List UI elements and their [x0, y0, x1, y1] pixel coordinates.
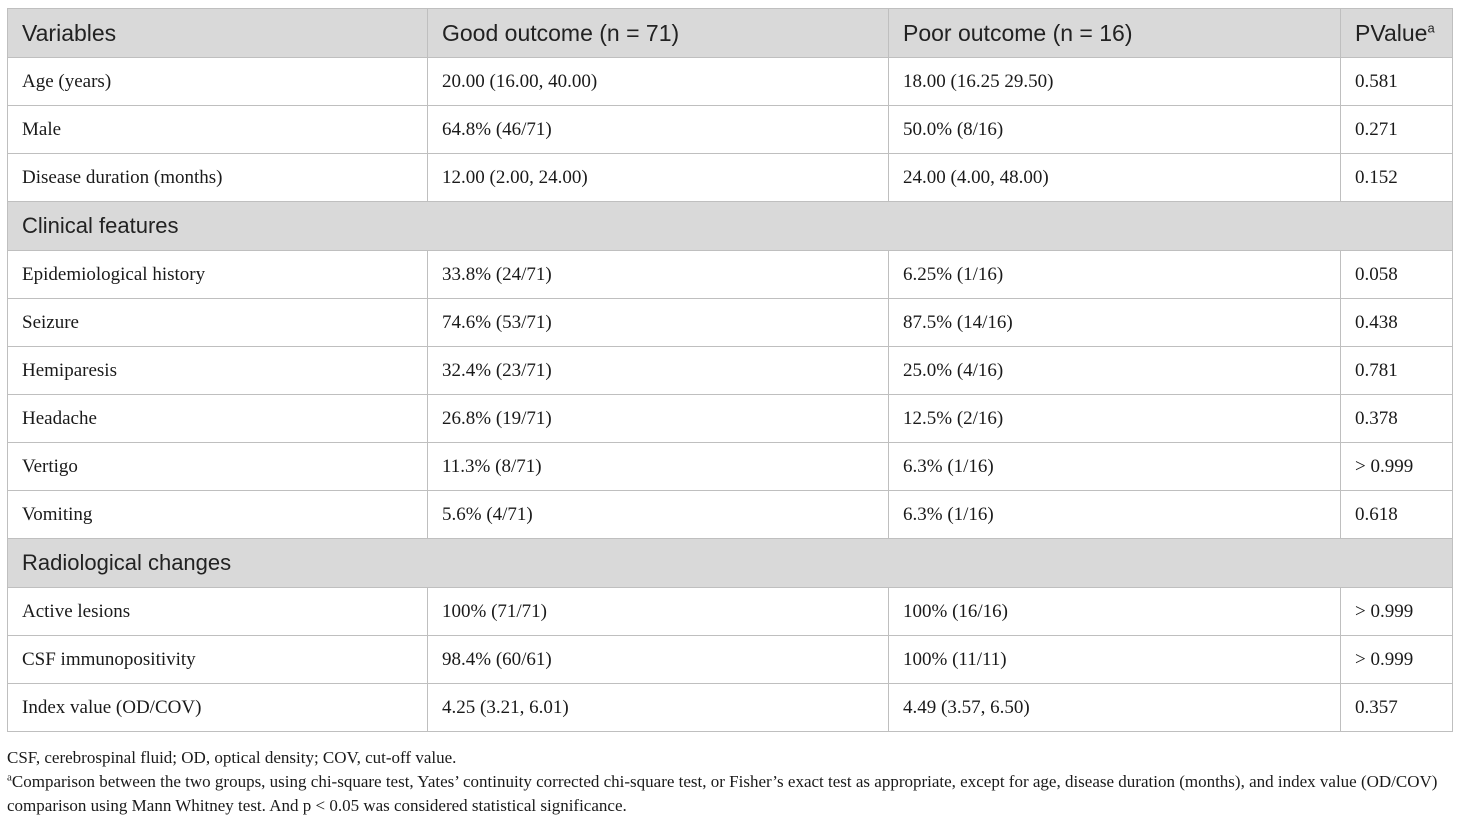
row-pvalue: 0.271 — [1340, 105, 1453, 154]
statistics-note-marker: a — [7, 771, 12, 784]
row-poor-value: 24.00 (4.00, 48.00) — [888, 153, 1341, 202]
row-variable: Seizure — [7, 298, 428, 347]
row-variable: Vertigo — [7, 442, 428, 491]
row-pvalue: 0.781 — [1340, 346, 1453, 395]
row-variable: Hemiparesis — [7, 346, 428, 395]
table-row: Epidemiological history 33.8% (24/71) 6.… — [7, 250, 1453, 299]
results-table: Variables Good outcome (n = 71) Poor out… — [7, 8, 1453, 732]
section-row-radiological: Radiological changes — [7, 538, 1453, 588]
row-good-value: 32.4% (23/71) — [427, 346, 889, 395]
row-variable: Vomiting — [7, 490, 428, 539]
header-pvalue-footnote-marker: a — [1427, 19, 1435, 35]
row-good-value: 11.3% (8/71) — [427, 442, 889, 491]
table-row: Vomiting 5.6% (4/71) 6.3% (1/16) 0.618 — [7, 490, 1453, 539]
table-row: Active lesions 100% (71/71) 100% (16/16)… — [7, 587, 1453, 636]
row-poor-value: 100% (16/16) — [888, 587, 1341, 636]
row-variable: Age (years) — [7, 57, 428, 106]
statistics-note: aComparison between the two groups, usin… — [7, 770, 1453, 818]
row-pvalue: > 0.999 — [1340, 587, 1453, 636]
row-pvalue: 0.058 — [1340, 250, 1453, 299]
row-poor-value: 87.5% (14/16) — [888, 298, 1341, 347]
section-title-radiological: Radiological changes — [7, 538, 1453, 588]
statistics-note-text: Comparison between the two groups, using… — [7, 772, 1438, 815]
row-good-value: 5.6% (4/71) — [427, 490, 889, 539]
row-poor-value: 18.00 (16.25 29.50) — [888, 57, 1341, 106]
header-variables: Variables — [7, 8, 428, 58]
row-poor-value: 12.5% (2/16) — [888, 394, 1341, 443]
row-good-value: 4.25 (3.21, 6.01) — [427, 683, 889, 732]
table-row: Vertigo 11.3% (8/71) 6.3% (1/16) > 0.999 — [7, 442, 1453, 491]
table-row: Seizure 74.6% (53/71) 87.5% (14/16) 0.43… — [7, 298, 1453, 347]
row-variable: Epidemiological history — [7, 250, 428, 299]
row-good-value: 74.6% (53/71) — [427, 298, 889, 347]
row-pvalue: > 0.999 — [1340, 442, 1453, 491]
row-poor-value: 100% (11/11) — [888, 635, 1341, 684]
row-pvalue: 0.152 — [1340, 153, 1453, 202]
section-row-clinical: Clinical features — [7, 201, 1453, 251]
header-poor-outcome: Poor outcome (n = 16) — [888, 8, 1341, 58]
header-pvalue-label: PValue — [1355, 19, 1428, 46]
row-good-value: 100% (71/71) — [427, 587, 889, 636]
header-pvalue: PValuea — [1340, 8, 1453, 58]
abbreviations-note: CSF, cerebrospinal fluid; OD, optical de… — [7, 748, 457, 767]
row-good-value: 33.8% (24/71) — [427, 250, 889, 299]
row-variable: Disease duration (months) — [7, 153, 428, 202]
row-pvalue: > 0.999 — [1340, 635, 1453, 684]
row-good-value: 98.4% (60/61) — [427, 635, 889, 684]
row-poor-value: 6.3% (1/16) — [888, 442, 1341, 491]
row-variable: Headache — [7, 394, 428, 443]
row-variable: CSF immunopositivity — [7, 635, 428, 684]
row-pvalue: 0.618 — [1340, 490, 1453, 539]
table-row: Age (years) 20.00 (16.00, 40.00) 18.00 (… — [7, 57, 1453, 106]
table-row: Headache 26.8% (19/71) 12.5% (2/16) 0.37… — [7, 394, 1453, 443]
results-table-container: Variables Good outcome (n = 71) Poor out… — [7, 8, 1453, 732]
row-variable: Index value (OD/COV) — [7, 683, 428, 732]
row-good-value: 20.00 (16.00, 40.00) — [427, 57, 889, 106]
header-good-outcome: Good outcome (n = 71) — [427, 8, 889, 58]
row-variable: Male — [7, 105, 428, 154]
row-pvalue: 0.581 — [1340, 57, 1453, 106]
row-pvalue: 0.438 — [1340, 298, 1453, 347]
row-pvalue: 0.378 — [1340, 394, 1453, 443]
row-good-value: 12.00 (2.00, 24.00) — [427, 153, 889, 202]
table-row: Male 64.8% (46/71) 50.0% (8/16) 0.271 — [7, 105, 1453, 154]
table-row: Index value (OD/COV) 4.25 (3.21, 6.01) 4… — [7, 683, 1453, 732]
table-row: Hemiparesis 32.4% (23/71) 25.0% (4/16) 0… — [7, 346, 1453, 395]
table-footnotes: CSF, cerebrospinal fluid; OD, optical de… — [7, 746, 1453, 818]
row-poor-value: 4.49 (3.57, 6.50) — [888, 683, 1341, 732]
row-poor-value: 6.25% (1/16) — [888, 250, 1341, 299]
table-row: CSF immunopositivity 98.4% (60/61) 100% … — [7, 635, 1453, 684]
header-row: Variables Good outcome (n = 71) Poor out… — [7, 8, 1453, 58]
row-pvalue: 0.357 — [1340, 683, 1453, 732]
row-good-value: 64.8% (46/71) — [427, 105, 889, 154]
row-poor-value: 25.0% (4/16) — [888, 346, 1341, 395]
row-poor-value: 6.3% (1/16) — [888, 490, 1341, 539]
section-title-clinical: Clinical features — [7, 201, 1453, 251]
row-variable: Active lesions — [7, 587, 428, 636]
row-good-value: 26.8% (19/71) — [427, 394, 889, 443]
table-row: Disease duration (months) 12.00 (2.00, 2… — [7, 153, 1453, 202]
row-poor-value: 50.0% (8/16) — [888, 105, 1341, 154]
